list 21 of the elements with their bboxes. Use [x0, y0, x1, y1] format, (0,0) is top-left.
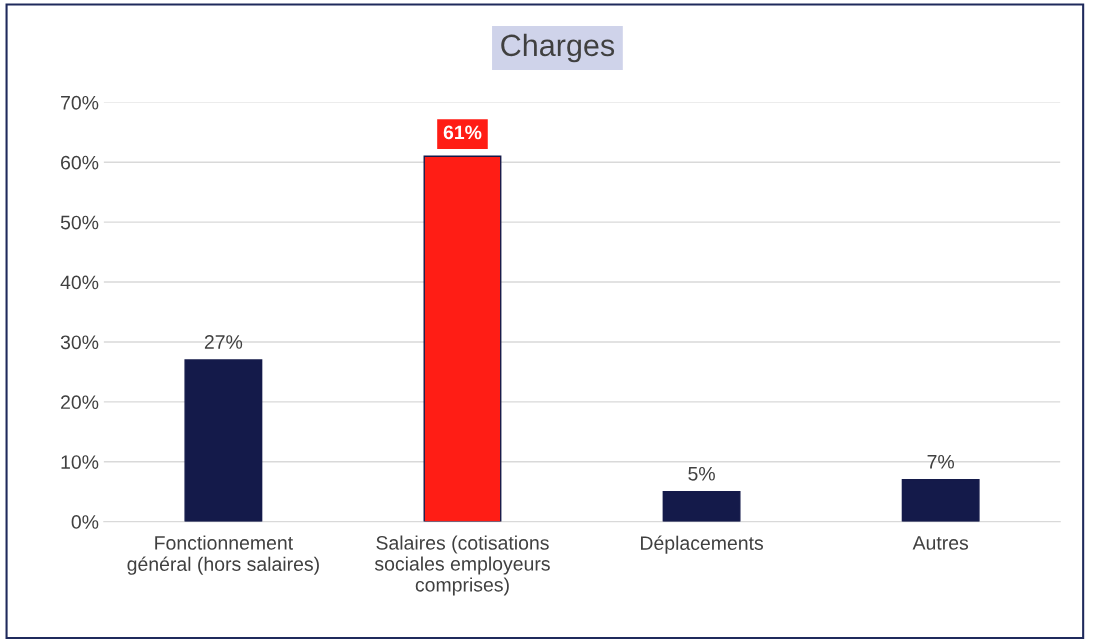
y-tick-label: 30% — [60, 335, 99, 350]
bar — [184, 359, 263, 522]
x-tick-label: Salaires (cotisations sociales employeurs comprises) — [374, 535, 550, 596]
y-tick-label: 20% — [61, 395, 99, 410]
y-tick-label: 40% — [60, 275, 99, 290]
bar — [662, 490, 741, 522]
data-label: 27% — [204, 335, 243, 349]
bar — [423, 155, 502, 522]
data-label: 5% — [688, 466, 715, 481]
x-tick-label: Autres — [912, 536, 969, 550]
y-tick-label: 70% — [61, 95, 99, 110]
data-label: 7% — [927, 454, 955, 469]
y-tick-label: 60% — [61, 155, 99, 170]
data-label: 61% — [443, 125, 482, 140]
bar — [901, 478, 980, 522]
y-tick-label: 50% — [60, 215, 99, 230]
y-tick-label: 10% — [61, 455, 99, 469]
x-tick-label: Fonctionnement général (hors salaires) — [127, 535, 319, 575]
chart-title: Charges — [501, 33, 615, 63]
x-tick-label: Déplacements — [641, 535, 764, 554]
y-tick-label: 0% — [71, 515, 99, 529]
